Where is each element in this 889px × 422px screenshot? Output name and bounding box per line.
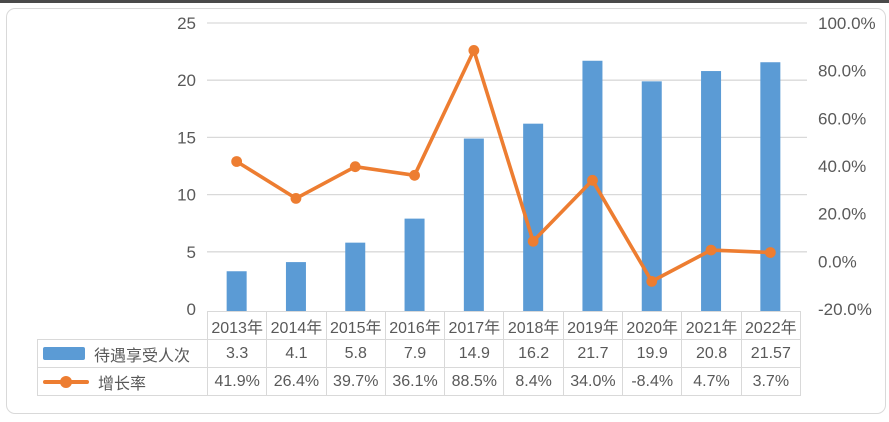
value-cell: 8.4% [503,367,564,396]
line-marker [764,247,776,258]
series-name-label: 待遇享受人次 [94,347,191,365]
year-header-cell: 2018年 [503,311,564,340]
chart-data-table: 2013年 2014年 2015年 2016年 2017年 2018年 2019年 2020年… [37,311,801,396]
left-axis-tick-label: 0 [187,300,196,319]
table-header-row: 2013年 2014年 2015年 2016年 2017年 2018年 2019年 2020年… [38,311,801,340]
year-header-cell: 2013年 [206,311,268,340]
right-axis-tick-label: 60.0% [818,109,866,128]
value-cell: 34.0% [562,367,624,396]
right-axis-tick-label: 100.0% [818,14,876,33]
line-marker [468,45,480,56]
line-marker [409,169,420,181]
line-marker [527,235,539,247]
value-cell: 7.9 [384,339,446,368]
line-marker [349,161,361,173]
year-header-cell: 2017年 [444,311,505,340]
value-cell: 5.8 [325,339,386,368]
bar [582,60,603,311]
table-row: 待遇享受人次 3.3 4.1 5.8 7.9 14.9 16.2 21.7 19.9 20.8 21… [37,339,801,368]
value-cell: 3.3 [206,339,268,368]
right-axis-tick-label: -20.0% [818,300,872,319]
bar [404,218,425,311]
line-marker [646,276,658,287]
series-name-label: 增长率 [98,375,147,393]
value-cell: 20.8 [681,339,742,368]
year-header-cell: 2021年 [681,311,742,340]
year-header-cell: 2016年 [384,311,446,340]
value-cell: 16.2 [503,339,564,368]
value-cell: 3.7% [740,367,801,396]
value-cell: 41.9% [206,367,268,396]
bar-series-legend-icon [43,347,85,360]
right-axis-tick-label: 40.0% [818,157,866,176]
left-axis-tick-label: 15 [177,128,196,147]
value-cell: 14.9 [444,339,505,368]
value-cell: 4.1 [266,339,327,368]
value-cell: -8.4% [622,367,683,396]
bar [701,71,722,311]
value-cell: 88.5% [444,367,505,396]
left-axis-tick-label: 20 [177,71,196,90]
line-marker [705,244,717,256]
year-header-cell: 2015年 [325,311,386,340]
bar [523,123,544,311]
value-cell: 21.7 [562,339,624,368]
bar [641,81,662,312]
value-cell: 21.57 [740,339,801,368]
table-row: 增长率 41.9% 26.4% 39.7% 36.1% 88.5% 8.4% 34.0% -8.… [37,367,801,396]
right-axis-tick-label: 80.0% [818,62,866,81]
value-cell: 26.4% [266,367,327,396]
right-axis-tick-label: 20.0% [818,205,866,224]
right-axis-tick-label: 0.0% [818,252,857,271]
line-series-legend-icon [43,375,89,388]
growth-rate-line [234,48,773,284]
bar [285,262,306,311]
bar [345,242,366,311]
table-corner-blank [38,312,208,340]
legend-cell: 增长率 [37,367,208,396]
line-marker [587,174,598,186]
year-header-cell: 2019年 [562,311,624,340]
bar [226,271,247,311]
chart-frame-border [6,8,886,414]
value-cell: 39.7% [325,367,386,396]
legend-cell: 待遇享受人次 [37,339,208,368]
bar [760,62,781,312]
screenshot-top-edge [0,0,889,3]
left-axis-tick-label: 5 [187,243,196,262]
year-header-cell: 2014年 [266,311,327,340]
line-marker [231,156,243,167]
value-cell: 36.1% [384,367,446,396]
left-axis-tick-label: 10 [177,186,196,205]
bar [463,138,484,311]
value-cell: 19.9 [622,339,683,368]
left-axis-tick-label: 25 [177,14,196,33]
value-cell: 4.7% [681,367,742,396]
year-header-cell: 2020年 [622,311,683,340]
year-header-cell: 2022年 [740,311,801,340]
line-marker [290,193,302,204]
